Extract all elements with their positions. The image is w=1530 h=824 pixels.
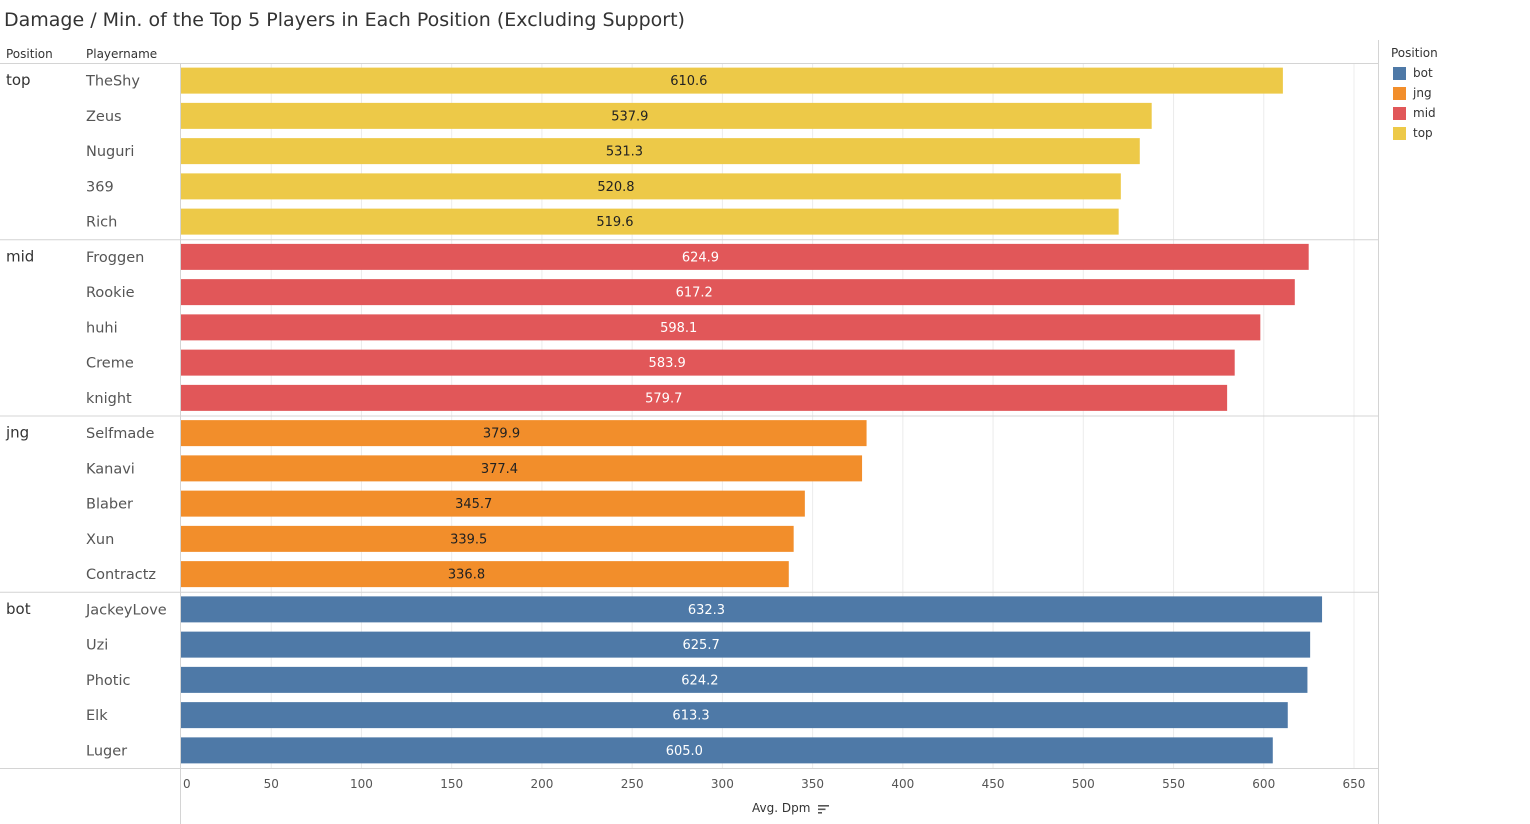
data-label-Contractz: 336.8 [448, 568, 485, 583]
bar-Uzi[interactable] [181, 631, 1311, 658]
position-label-bot: bot [6, 600, 31, 618]
data-label-369: 520.8 [597, 180, 634, 195]
bar-Creme[interactable] [181, 349, 1235, 376]
player-name-369: 369 [86, 179, 114, 195]
player-name-Contractz: Contractz [86, 567, 156, 583]
data-label-Selfmade: 379.9 [483, 427, 520, 442]
bar-Luger[interactable] [181, 737, 1273, 764]
player-name-huhi: huhi [86, 320, 118, 336]
x-tick-label-600: 600 [1252, 777, 1275, 791]
x-tick-label-550: 550 [1162, 777, 1185, 791]
player-name-TheShy: TheShy [85, 74, 140, 90]
data-label-Photic: 624.2 [681, 673, 718, 688]
legend-swatch-mid [1393, 106, 1406, 120]
bar-knight[interactable] [181, 384, 1228, 411]
data-label-Nuguri: 531.3 [606, 145, 643, 160]
x-tick-label-150: 150 [440, 777, 463, 791]
x-tick-label-400: 400 [891, 777, 914, 791]
data-label-Kanavi: 377.4 [481, 462, 518, 477]
data-label-TheShy: 610.6 [670, 74, 707, 89]
x-tick-label-500: 500 [1072, 777, 1095, 791]
player-name-Uzi: Uzi [86, 638, 108, 654]
position-label-mid: mid [6, 247, 34, 265]
data-label-Rookie: 617.2 [676, 286, 713, 301]
position-label-jng: jng [5, 424, 29, 442]
bar-Zeus[interactable] [181, 102, 1152, 129]
player-name-Zeus: Zeus [86, 109, 122, 125]
bar-Blaber[interactable] [181, 490, 805, 517]
data-label-knight: 579.7 [645, 391, 682, 406]
data-label-huhi: 598.1 [660, 321, 697, 336]
x-tick-label-0: 0 [183, 777, 191, 791]
legend-item-top[interactable]: top [1391, 123, 1438, 143]
bar-huhi[interactable] [181, 314, 1261, 341]
data-label-Rich: 519.6 [596, 215, 633, 230]
bar-369[interactable] [181, 173, 1121, 200]
playername-column-header: Playername [86, 47, 158, 61]
legend-label-mid: mid [1413, 106, 1436, 120]
data-label-JackeyLove: 632.3 [688, 603, 725, 618]
bar-Rich[interactable] [181, 208, 1119, 235]
data-label-Blaber: 345.7 [455, 497, 492, 512]
player-name-Kanavi: Kanavi [86, 461, 135, 477]
player-name-Xun: Xun [86, 532, 114, 548]
legend: Position bot jng mid top [1391, 46, 1438, 143]
legend-swatch-top [1393, 126, 1406, 140]
x-tick-label-250: 250 [621, 777, 644, 791]
bar-Nuguri[interactable] [181, 138, 1140, 165]
player-name-JackeyLove: JackeyLove [85, 602, 167, 618]
data-label-Luger: 605.0 [666, 744, 703, 759]
legend-label-bot: bot [1413, 66, 1433, 80]
bar-Selfmade[interactable] [181, 420, 867, 447]
player-name-Selfmade: Selfmade [86, 426, 154, 442]
bar-Rookie[interactable] [181, 279, 1295, 306]
data-label-Elk: 613.3 [672, 709, 709, 724]
bar-Froggen[interactable] [181, 243, 1309, 270]
position-column-header: Position [6, 47, 53, 61]
data-label-Creme: 583.9 [649, 356, 686, 371]
player-name-knight: knight [86, 391, 132, 407]
sort-descending-icon[interactable] [818, 804, 830, 814]
bar-Kanavi[interactable] [181, 455, 863, 482]
player-name-Luger: Luger [86, 743, 127, 759]
player-name-Nuguri: Nuguri [86, 144, 134, 160]
bar-Photic[interactable] [181, 666, 1308, 693]
legend-item-jng[interactable]: jng [1391, 83, 1438, 103]
legend-item-mid[interactable]: mid [1391, 103, 1438, 123]
bar-Xun[interactable] [181, 525, 794, 552]
player-name-Photic: Photic [86, 673, 131, 689]
data-label-Xun: 339.5 [450, 532, 487, 547]
x-tick-label-450: 450 [982, 777, 1005, 791]
bar-Elk[interactable] [181, 702, 1288, 729]
player-name-Rich: Rich [86, 215, 117, 231]
x-tick-label-200: 200 [530, 777, 553, 791]
bar-TheShy[interactable] [181, 67, 1283, 94]
chart-title: Damage / Min. of the Top 5 Players in Ea… [4, 9, 685, 31]
data-label-Froggen: 624.9 [682, 250, 719, 265]
x-tick-label-300: 300 [711, 777, 734, 791]
player-name-Rookie: Rookie [86, 285, 135, 301]
bar-JackeyLove[interactable] [181, 596, 1323, 623]
x-axis-title: Avg. Dpm [752, 801, 830, 815]
legend-item-bot[interactable]: bot [1391, 63, 1438, 83]
data-label-Uzi: 625.7 [683, 638, 720, 653]
legend-title: Position [1391, 46, 1438, 60]
player-name-Creme: Creme [86, 356, 134, 372]
player-name-Froggen: Froggen [86, 250, 144, 266]
x-tick-label-350: 350 [801, 777, 824, 791]
player-name-Elk: Elk [86, 708, 108, 724]
position-label-top: top [6, 71, 31, 89]
legend-swatch-jng [1393, 86, 1406, 100]
player-name-Blaber: Blaber [86, 497, 133, 513]
legend-label-jng: jng [1413, 86, 1432, 100]
bar-Contractz[interactable] [181, 561, 789, 588]
x-tick-label-100: 100 [350, 777, 373, 791]
x-tick-label-650: 650 [1343, 777, 1366, 791]
data-label-Zeus: 537.9 [611, 109, 648, 124]
legend-label-top: top [1413, 126, 1433, 140]
legend-swatch-bot [1393, 66, 1406, 80]
x-tick-label-50: 50 [264, 777, 279, 791]
x-axis-title-text: Avg. Dpm [752, 801, 811, 815]
